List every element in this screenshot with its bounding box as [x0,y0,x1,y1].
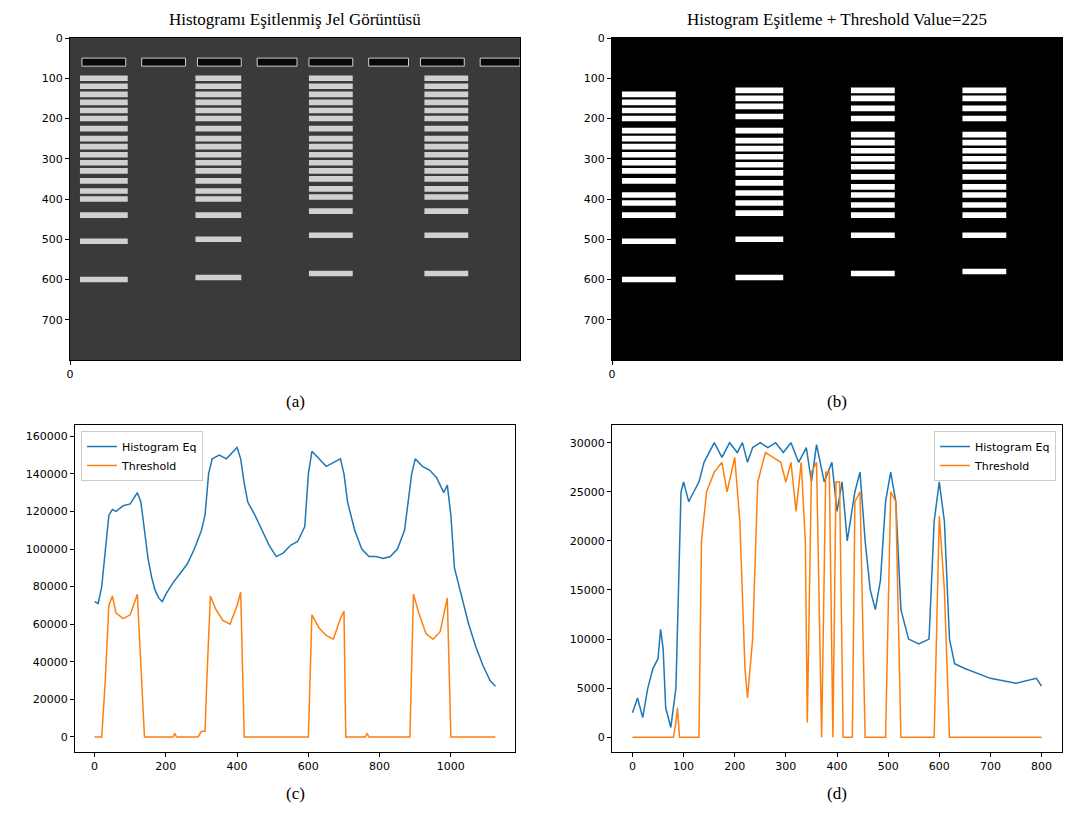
svg-text:400: 400 [827,760,848,773]
svg-text:Histogram Eşitleme + Threshold: Histogram Eşitleme + Threshold Value=225 [687,10,987,29]
svg-text:160000: 160000 [26,430,68,443]
svg-text:600: 600 [42,273,63,286]
svg-text:300: 300 [584,153,605,166]
svg-text:700: 700 [42,314,63,327]
svg-text:10000: 10000 [570,633,605,646]
svg-text:100: 100 [673,760,694,773]
svg-text:0: 0 [67,368,74,381]
svg-text:100: 100 [584,72,605,85]
svg-text:(d): (d) [827,784,847,803]
svg-text:600: 600 [584,273,605,286]
svg-text:500: 500 [584,233,605,246]
svg-text:300: 300 [775,760,796,773]
svg-text:20000: 20000 [33,693,68,706]
svg-text:0: 0 [91,760,98,773]
svg-text:200: 200 [584,112,605,125]
svg-text:Threshold: Threshold [121,460,176,473]
svg-text:Histogramı Eşitlenmiş Jel Görü: Histogramı Eşitlenmiş Jel Görüntüsü [169,10,421,29]
svg-text:600: 600 [298,760,319,773]
svg-text:500: 500 [42,233,63,246]
svg-text:100: 100 [42,72,63,85]
svg-text:0: 0 [598,731,605,744]
svg-text:120000: 120000 [26,505,68,518]
svg-text:400: 400 [227,760,248,773]
svg-text:0: 0 [609,368,616,381]
svg-text:80000: 80000 [33,580,68,593]
svg-text:140000: 140000 [26,468,68,481]
svg-text:60000: 60000 [33,618,68,631]
svg-text:100000: 100000 [26,543,68,556]
svg-text:0: 0 [61,731,68,744]
svg-text:15000: 15000 [570,584,605,597]
svg-text:0: 0 [598,32,605,45]
svg-text:700: 700 [980,760,1001,773]
svg-text:(c): (c) [286,784,305,803]
svg-text:300: 300 [42,153,63,166]
svg-text:600: 600 [929,760,950,773]
svg-text:(a): (a) [286,392,305,411]
svg-text:700: 700 [584,314,605,327]
svg-text:5000: 5000 [577,682,605,695]
svg-text:30000: 30000 [570,437,605,450]
svg-text:40000: 40000 [33,656,68,669]
svg-text:25000: 25000 [570,486,605,499]
svg-text:0: 0 [56,32,63,45]
svg-text:200: 200 [724,760,745,773]
svg-text:200: 200 [155,760,176,773]
svg-text:800: 800 [1031,760,1052,773]
svg-text:20000: 20000 [570,535,605,548]
svg-text:200: 200 [42,112,63,125]
svg-text:Histogram Eq: Histogram Eq [975,441,1050,454]
svg-text:500: 500 [878,760,899,773]
svg-text:Histogram Eq: Histogram Eq [122,441,197,454]
svg-text:1000: 1000 [437,760,465,773]
svg-text:Threshold: Threshold [974,460,1029,473]
svg-text:800: 800 [369,760,390,773]
svg-text:(b): (b) [827,392,847,411]
svg-text:400: 400 [584,193,605,206]
svg-text:400: 400 [42,193,63,206]
svg-text:0: 0 [629,760,636,773]
